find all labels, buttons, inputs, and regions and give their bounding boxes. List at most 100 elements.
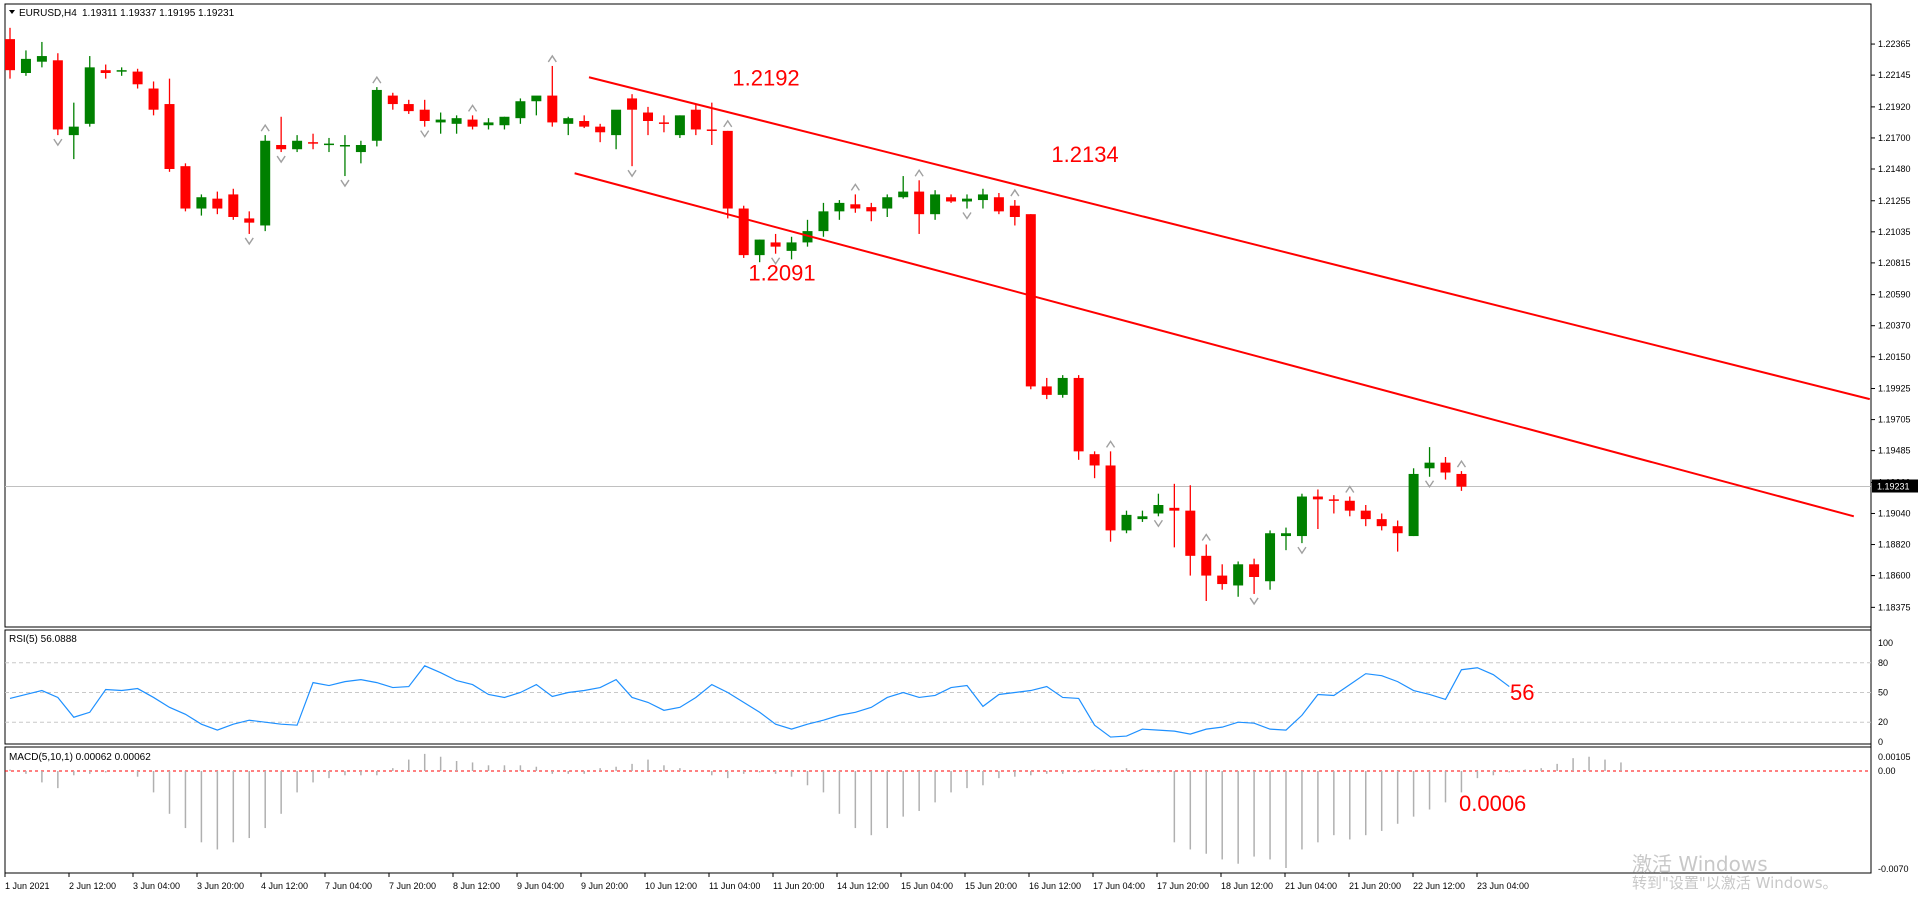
candle-body — [706, 129, 717, 131]
ohlc-readout: 1.19311 1.19337 1.19195 1.19231 — [82, 8, 235, 19]
candle-body — [850, 204, 861, 209]
macd-indicator: 0.00105 0.00 -0.0070 0.0006 — [5, 752, 1911, 874]
candle-body — [1041, 386, 1052, 395]
candle-body — [52, 60, 63, 130]
candle-body — [499, 116, 510, 126]
time-tick-label: 14 Jun 12:00 — [837, 881, 889, 891]
time-tick-label: 10 Jun 12:00 — [645, 881, 697, 891]
candle-body — [419, 109, 430, 121]
time-tick-label: 1 Jun 2021 — [5, 881, 50, 891]
candle-body — [1105, 465, 1116, 531]
price-tick-label: 1.20590 — [1878, 290, 1911, 300]
candle-body — [1440, 462, 1451, 473]
swing-low-marker — [1297, 546, 1307, 555]
time-tick-label: 8 Jun 12:00 — [453, 881, 500, 891]
candle-body — [1009, 205, 1020, 217]
price-tick-label: 1.19705 — [1878, 415, 1911, 425]
swing-high-marker — [1010, 188, 1020, 197]
candle-body — [579, 121, 590, 127]
symbol-label: EURUSD,H4 — [19, 8, 77, 19]
candle-body — [882, 197, 893, 209]
candle-body — [260, 140, 271, 226]
time-tick-label: 7 Jun 20:00 — [389, 881, 436, 891]
candle-body — [148, 88, 159, 110]
candle-body — [435, 119, 446, 123]
candle-body — [531, 95, 542, 102]
current-price-box — [1872, 479, 1918, 493]
candle-body — [1328, 499, 1339, 501]
symbol-dropdown-icon[interactable] — [9, 10, 15, 14]
time-tick-label: 16 Jun 12:00 — [1029, 881, 1081, 891]
current-price-label: 1.19231 — [1877, 482, 1910, 492]
time-tick-label: 17 Jun 04:00 — [1093, 881, 1145, 891]
time-axis: 1 Jun 2021 2 Jun 12:00 3 Jun 04:00 3 Jun 20… — [4, 873, 1529, 891]
candle-body — [1296, 496, 1307, 537]
candle-body — [818, 211, 829, 232]
chart-frames — [4, 3, 1872, 874]
macd-panel-title: MACD(5,10,1) 0.00062 0.00062 — [9, 752, 151, 763]
price-tick-label: 1.22365 — [1878, 39, 1911, 49]
candle-body — [387, 95, 398, 105]
candle-body — [1424, 462, 1435, 469]
candle-body — [1057, 377, 1068, 395]
price-tick-label: 1.21255 — [1878, 196, 1911, 206]
candle-body — [658, 122, 669, 124]
macd-tick-label: 0.00105 — [1878, 752, 1911, 762]
candle-body — [164, 104, 175, 169]
channel-lines[interactable] — [574, 76, 1871, 518]
candle-body — [962, 198, 972, 202]
candle-body — [547, 95, 558, 123]
candle-body — [1233, 564, 1244, 586]
time-tick-label: 11 Jun 04:00 — [709, 881, 760, 891]
swing-markers — [53, 54, 1467, 606]
time-tick-label: 15 Jun 20:00 — [965, 881, 1017, 891]
rsi-value-annotation: 56 — [1510, 680, 1534, 705]
candle-body — [68, 126, 79, 136]
price-tick-label: 1.19485 — [1878, 446, 1911, 456]
candle-body — [292, 140, 303, 150]
time-tick-label: 23 Jun 04:00 — [1477, 881, 1529, 891]
swing-high-marker — [1201, 533, 1211, 541]
candle-body — [1217, 575, 1228, 585]
candle-body — [371, 89, 382, 141]
candle-body — [738, 208, 749, 256]
candle-body — [786, 242, 797, 251]
candle-body — [754, 239, 765, 256]
candle-body — [228, 194, 239, 217]
price-tick-label: 1.19040 — [1878, 508, 1911, 518]
swing-high-marker — [914, 169, 924, 177]
candle-body — [611, 109, 622, 136]
price-tick-label: 1.20370 — [1878, 321, 1911, 331]
candle-body — [643, 112, 653, 121]
candle-body — [5, 39, 15, 71]
candle-body — [834, 202, 845, 212]
price-tick-label: 1.22145 — [1878, 70, 1911, 80]
rsi-tick-label: 100 — [1878, 638, 1893, 648]
candle-body — [84, 67, 95, 124]
candle-body — [946, 197, 957, 202]
candle-body — [1153, 505, 1164, 514]
price-tick-label: 1.21920 — [1878, 102, 1911, 112]
time-tick-label: 21 Jun 20:00 — [1349, 881, 1401, 891]
swing-low-marker — [627, 169, 637, 178]
candle-body — [1169, 507, 1180, 511]
time-tick-label: 15 Jun 04:00 — [901, 881, 953, 891]
candle-body — [339, 145, 350, 147]
candle-body — [1201, 555, 1212, 576]
rsi-line — [9, 665, 1510, 738]
time-tick-label: 22 Jun 12:00 — [1413, 881, 1465, 891]
candle-body — [1073, 377, 1084, 452]
candle-body — [1408, 473, 1419, 537]
candle-body — [802, 231, 813, 243]
candle-body — [276, 145, 287, 150]
candle-body — [993, 197, 1004, 212]
candle-body — [1281, 533, 1291, 537]
candle-body — [930, 194, 941, 215]
rsi-tick-label: 0 — [1878, 737, 1883, 747]
candle-body — [563, 118, 574, 124]
candle-body — [36, 56, 47, 62]
candle-body — [1249, 564, 1260, 577]
candle-body — [674, 115, 685, 136]
candle-body — [1360, 510, 1371, 520]
